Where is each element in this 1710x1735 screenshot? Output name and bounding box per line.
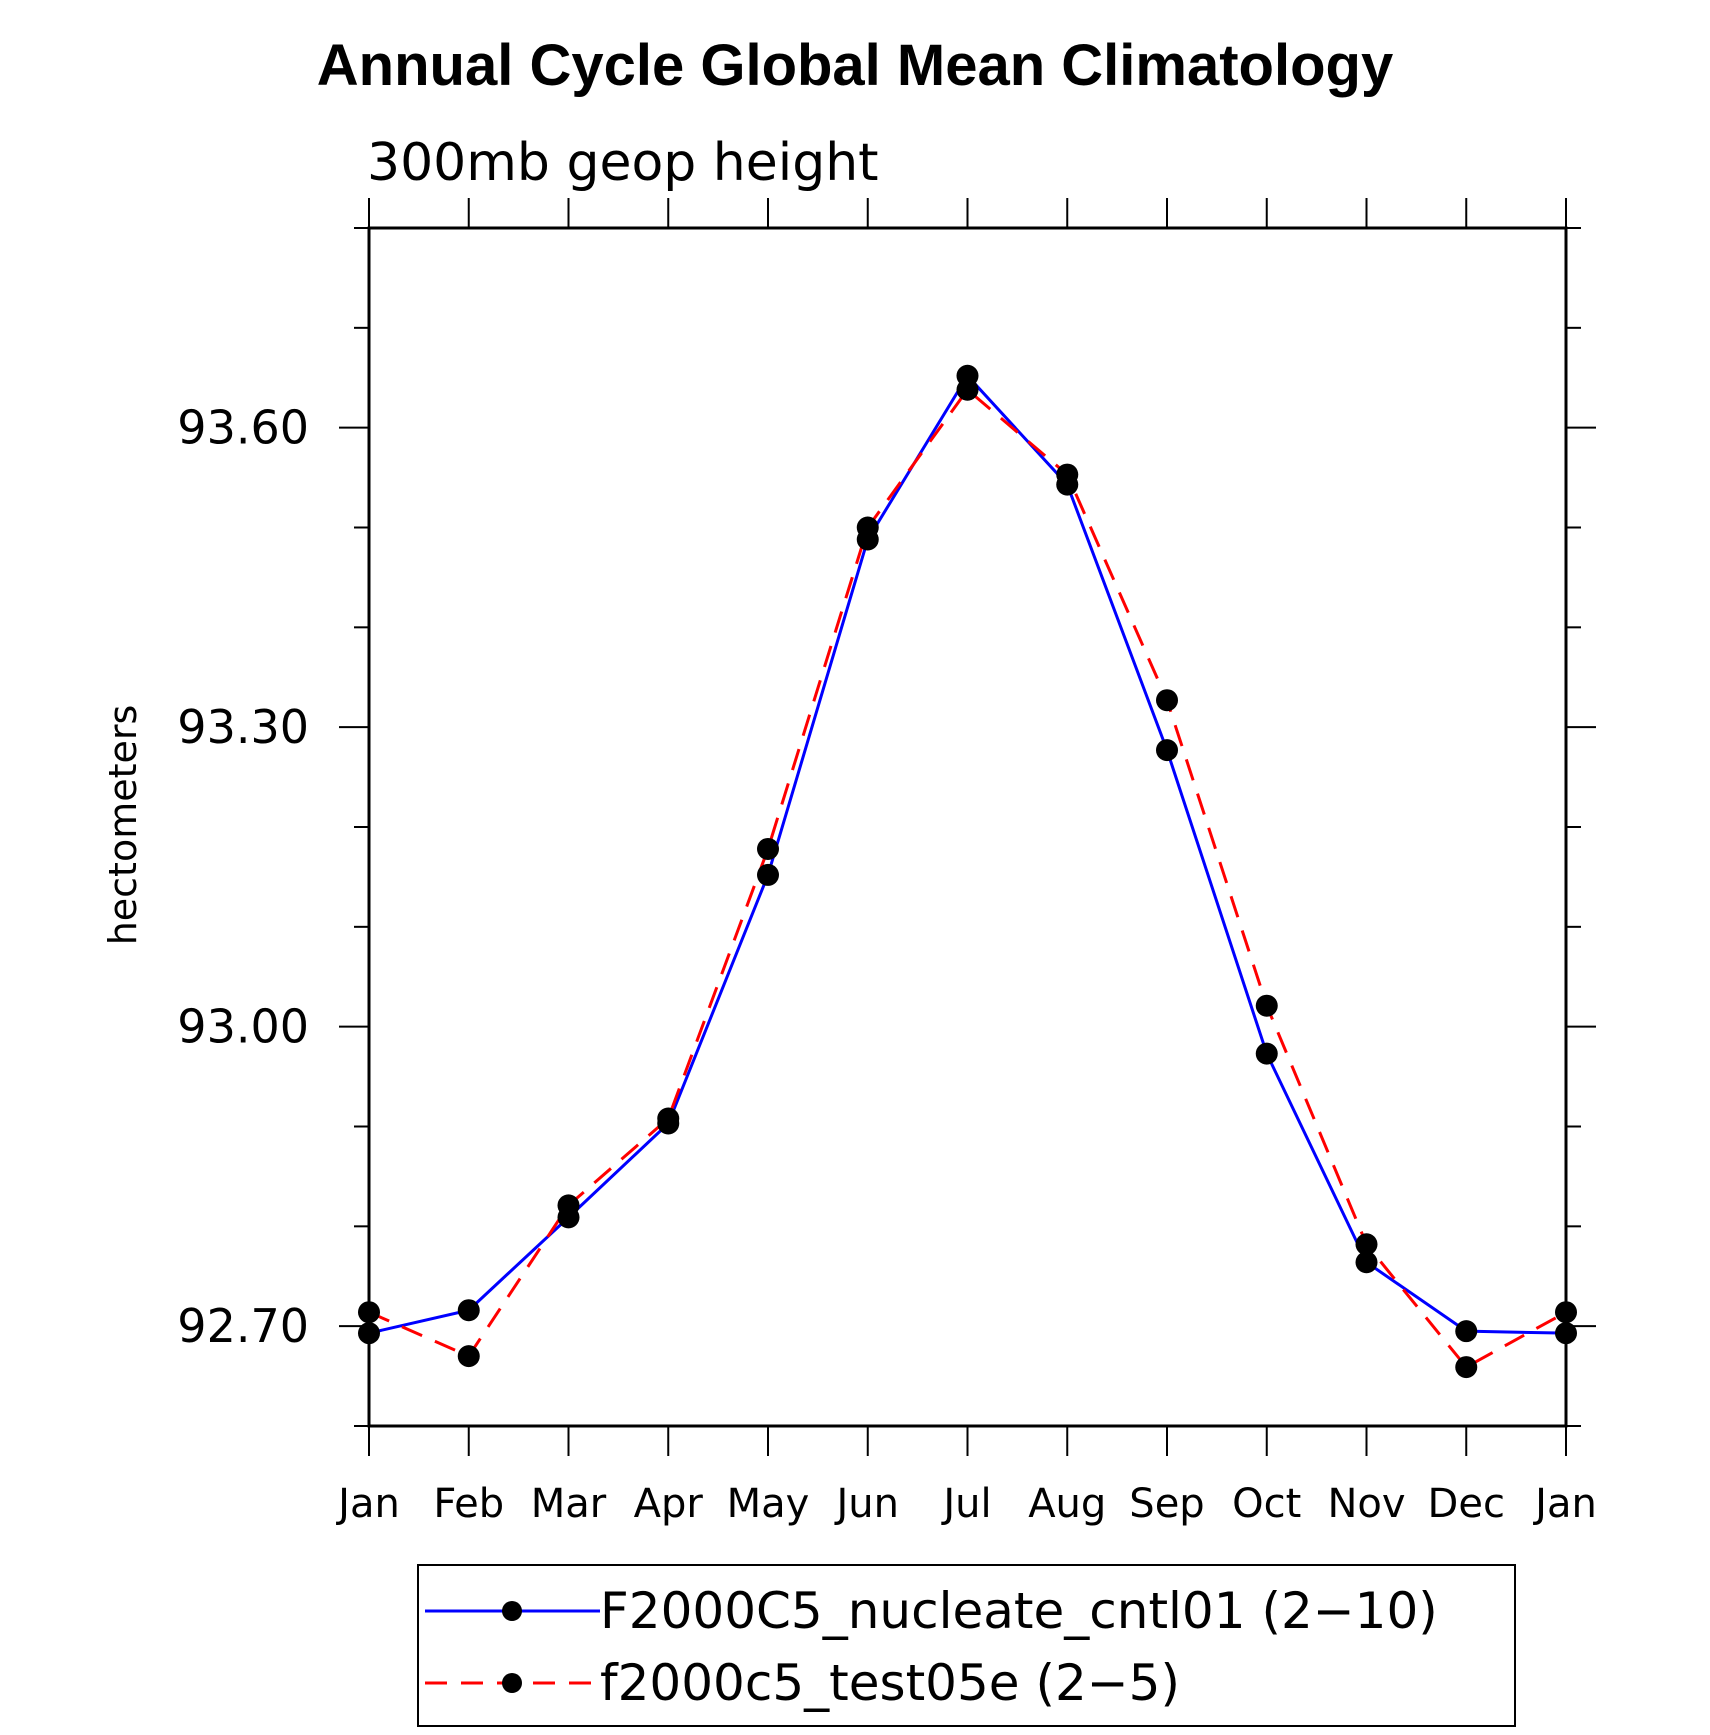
legend-marker-cntl01 — [502, 1601, 522, 1621]
x-tick-label: Mar — [531, 1481, 607, 1527]
series-1-point — [457, 1345, 480, 1368]
y-tick-label: 93.30 — [177, 700, 309, 754]
chart-title: Annual Cycle Global Mean Climatology — [317, 33, 1393, 98]
series-1-point — [657, 1107, 680, 1130]
legend-label-cntl01: F2000C5_nucleate_cntl01 (2−10) — [600, 1582, 1438, 1640]
series-0-point — [457, 1299, 480, 1322]
plot-frame — [367, 226, 1568, 1428]
chart-subtitle: 300mb geop height — [367, 133, 879, 193]
series-line-0 — [368, 373, 1567, 1335]
series-0-point — [1555, 1322, 1577, 1345]
x-tick-label: Jan — [335, 1481, 400, 1527]
series-1-point — [1555, 1301, 1577, 1324]
y-axis-label: hectometers — [101, 705, 145, 946]
x-tick-label: Oct — [1232, 1481, 1301, 1527]
legend-box — [417, 1564, 1516, 1727]
y-tick-label: 93.00 — [177, 1000, 309, 1054]
legend: F2000C5_nucleate_cntl01 (2−10) f2000c5_t… — [417, 1564, 1516, 1727]
y-tick-label: 92.70 — [177, 1299, 309, 1353]
series-0-point — [757, 863, 779, 886]
x-tick-label: May — [727, 1481, 810, 1527]
x-tick-label: Nov — [1327, 1481, 1405, 1527]
series-1-point — [1255, 994, 1278, 1017]
series-0-point — [1455, 1320, 1478, 1343]
x-tick-label: Apr — [634, 1481, 704, 1527]
x-tick-label: Jul — [940, 1481, 991, 1527]
series-1-point — [757, 837, 779, 860]
x-tick-label: Sep — [1129, 1481, 1204, 1527]
x-tick-label: Dec — [1428, 1481, 1505, 1527]
series-0-point — [1255, 1042, 1278, 1065]
x-tick-label: Jan — [1532, 1481, 1597, 1527]
x-axis-ticks: Jan Feb Mar Apr May Jun Jul Aug Sep Oct Nov Dec Jan — [335, 198, 1597, 1527]
x-tick-label: Feb — [433, 1481, 504, 1527]
series-1-point — [856, 516, 879, 539]
legend-marker-test05e — [502, 1673, 522, 1693]
x-tick-label: Aug — [1028, 1481, 1106, 1527]
series-layer — [358, 364, 1577, 1379]
series-0-point — [358, 1322, 380, 1345]
series-0-point — [1355, 1251, 1378, 1274]
series-1-point — [956, 378, 979, 401]
series-1-point — [358, 1301, 380, 1324]
series-1-point — [1355, 1233, 1378, 1256]
y-axis-ticks: 92.70 93.00 93.30 93.60 — [177, 227, 1596, 1427]
legend-label-test05e: f2000c5_test05e (2−5) — [600, 1654, 1180, 1712]
x-tick-label: Jun — [834, 1481, 900, 1527]
series-0-point — [1156, 739, 1178, 762]
y-tick-label: 93.60 — [177, 401, 309, 455]
series-line-1 — [368, 387, 1567, 1370]
series-1-point — [1156, 689, 1178, 712]
series-1-point — [1056, 463, 1079, 486]
series-1-point — [1455, 1356, 1478, 1379]
series-1-point — [557, 1194, 580, 1217]
